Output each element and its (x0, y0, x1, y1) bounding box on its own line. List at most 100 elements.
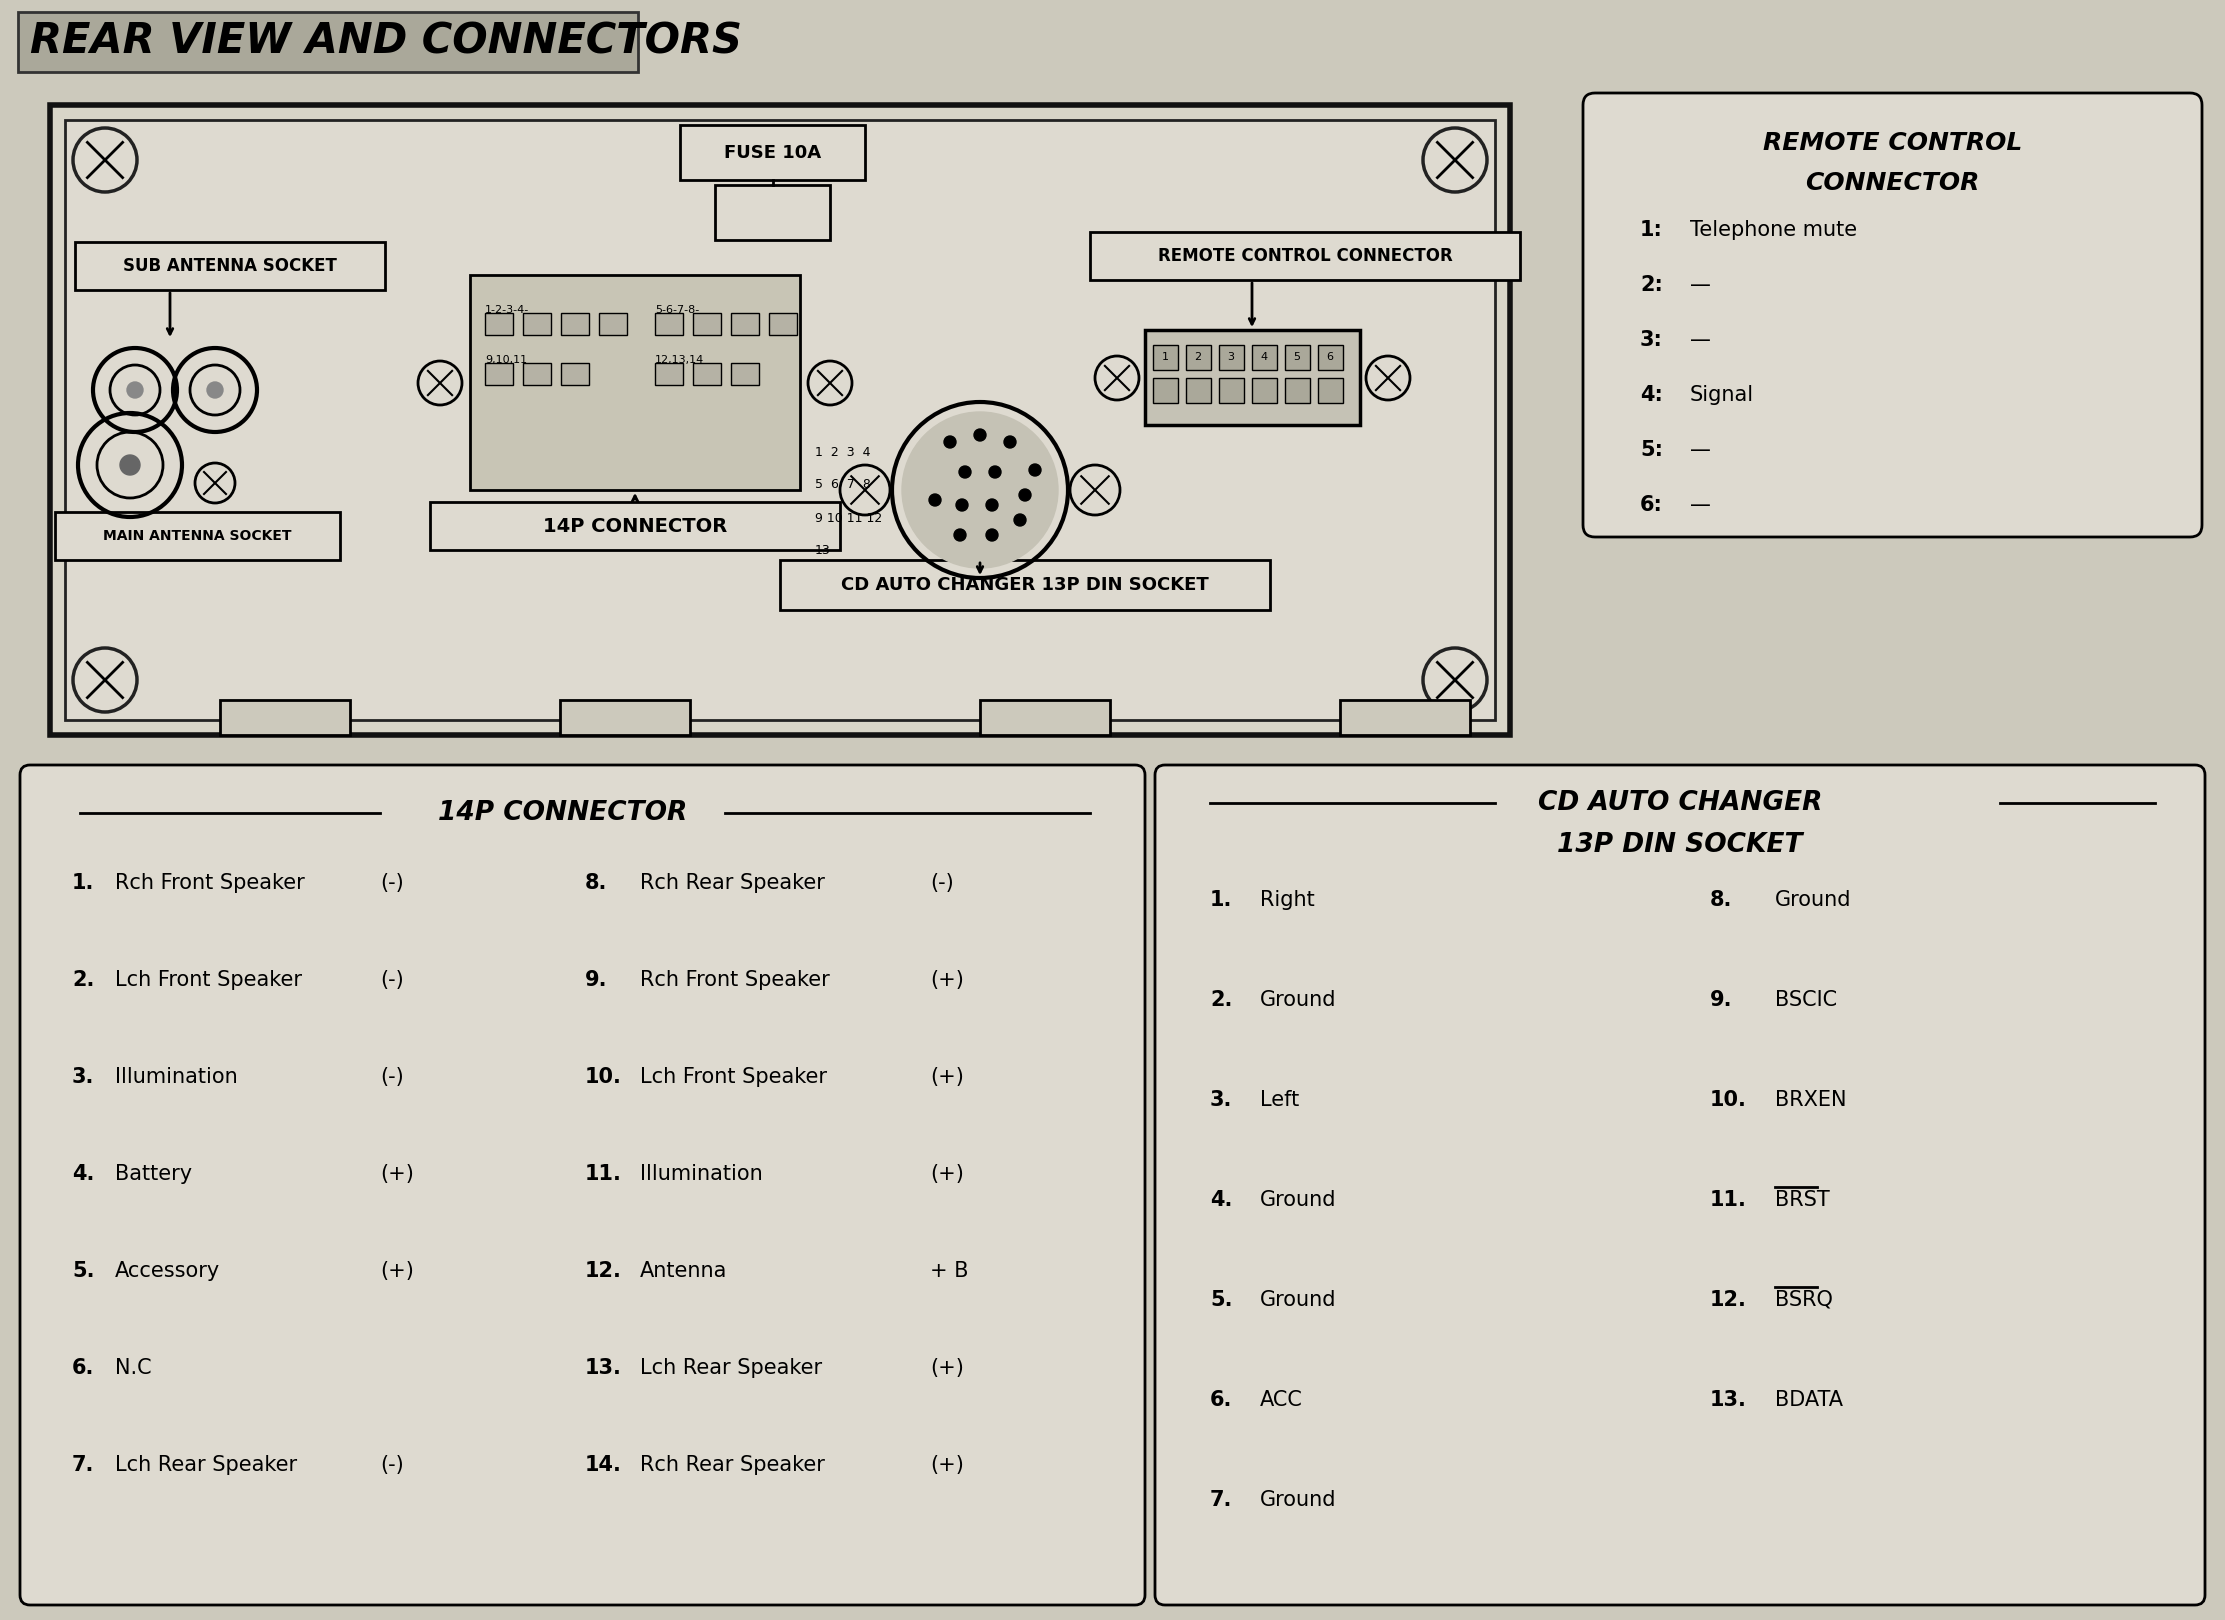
Text: —: — (1691, 496, 1711, 515)
Text: Lch Front Speaker: Lch Front Speaker (116, 970, 303, 990)
Text: 5.: 5. (71, 1260, 93, 1281)
Text: (+): (+) (930, 970, 963, 990)
Text: 6:: 6: (1640, 496, 1662, 515)
Bar (692, 313, 721, 335)
Text: 5:: 5: (1640, 441, 1662, 460)
Text: N.C: N.C (116, 1358, 151, 1379)
Circle shape (959, 467, 970, 478)
Circle shape (943, 436, 957, 449)
Text: 1:: 1: (1640, 220, 1662, 240)
Text: 12.: 12. (1711, 1290, 1747, 1311)
Bar (1090, 232, 1520, 280)
Text: MAIN ANTENNA SOCKET: MAIN ANTENNA SOCKET (102, 530, 291, 543)
Text: 5-6-7-8-: 5-6-7-8- (654, 305, 699, 314)
Text: BSCIC: BSCIC (1776, 990, 1838, 1009)
Bar (56, 512, 340, 561)
Circle shape (975, 429, 986, 441)
FancyBboxPatch shape (18, 11, 639, 71)
Text: 3.: 3. (71, 1068, 93, 1087)
Text: (+): (+) (380, 1260, 414, 1281)
Bar (770, 313, 797, 335)
Text: 4.: 4. (1210, 1191, 1233, 1210)
Text: Battery: Battery (116, 1165, 191, 1184)
Text: (-): (-) (930, 873, 955, 893)
Text: Ground: Ground (1259, 1191, 1337, 1210)
Bar (1153, 377, 1177, 403)
Text: FUSE 10A: FUSE 10A (723, 144, 821, 162)
Circle shape (986, 530, 999, 541)
Text: 9,10,11: 9,10,11 (485, 355, 527, 364)
Circle shape (901, 411, 1059, 569)
Bar (429, 502, 841, 551)
Text: 14P CONNECTOR: 14P CONNECTOR (438, 800, 688, 826)
Text: 5: 5 (1293, 352, 1299, 361)
Text: BRST: BRST (1776, 1191, 1829, 1210)
Text: (+): (+) (930, 1455, 963, 1474)
Text: 14P CONNECTOR: 14P CONNECTOR (543, 517, 728, 536)
Text: Lch Rear Speaker: Lch Rear Speaker (641, 1358, 821, 1379)
Text: Ground: Ground (1259, 1490, 1337, 1510)
Text: 8.: 8. (1711, 889, 1733, 910)
Bar (76, 241, 385, 290)
Bar (654, 313, 683, 335)
Text: (-): (-) (380, 970, 403, 990)
Text: Illumination: Illumination (116, 1068, 238, 1087)
Bar (692, 363, 721, 386)
Text: Telephone mute: Telephone mute (1691, 220, 1858, 240)
Text: Lch Rear Speaker: Lch Rear Speaker (116, 1455, 298, 1474)
Bar (654, 363, 683, 386)
Text: 1.: 1. (71, 873, 93, 893)
Bar (681, 125, 866, 180)
Text: Ground: Ground (1259, 990, 1337, 1009)
Text: 2: 2 (1195, 352, 1202, 361)
Text: (-): (-) (380, 1068, 403, 1087)
FancyBboxPatch shape (20, 765, 1146, 1605)
Bar (561, 363, 590, 386)
Bar (561, 700, 690, 735)
Bar (1153, 345, 1177, 369)
Text: 7.: 7. (71, 1455, 93, 1474)
Bar (1186, 345, 1210, 369)
Text: Left: Left (1259, 1090, 1299, 1110)
Bar (1286, 345, 1311, 369)
Bar (732, 313, 759, 335)
Text: Rch Rear Speaker: Rch Rear Speaker (641, 1455, 825, 1474)
Text: 14.: 14. (585, 1455, 621, 1474)
Bar (485, 363, 514, 386)
Text: 1  2  3  4: 1 2 3 4 (814, 446, 870, 458)
Bar (1339, 700, 1471, 735)
Circle shape (986, 499, 999, 510)
Text: (+): (+) (930, 1068, 963, 1087)
Text: Signal: Signal (1691, 386, 1753, 405)
Text: Rch Rear Speaker: Rch Rear Speaker (641, 873, 825, 893)
Text: 1-2-3-4-: 1-2-3-4- (485, 305, 530, 314)
Text: (-): (-) (380, 1455, 403, 1474)
Circle shape (1015, 514, 1026, 526)
Text: Ground: Ground (1776, 889, 1851, 910)
Text: 5  6  7  8: 5 6 7 8 (814, 478, 870, 491)
Bar (1286, 377, 1311, 403)
Text: Antenna: Antenna (641, 1260, 728, 1281)
Text: (+): (+) (930, 1358, 963, 1379)
Text: 13.: 13. (585, 1358, 621, 1379)
Bar (523, 313, 552, 335)
Text: —: — (1691, 275, 1711, 295)
Text: 9.: 9. (585, 970, 607, 990)
Text: 9.: 9. (1711, 990, 1733, 1009)
Text: Right: Right (1259, 889, 1315, 910)
Circle shape (127, 382, 142, 399)
Text: 8.: 8. (585, 873, 607, 893)
Text: (+): (+) (380, 1165, 414, 1184)
Circle shape (957, 499, 968, 510)
Bar (714, 185, 830, 240)
Circle shape (1003, 436, 1017, 449)
Text: 3.: 3. (1210, 1090, 1233, 1110)
Text: CONNECTOR: CONNECTOR (1804, 172, 1980, 194)
Bar (65, 120, 1495, 719)
Text: BRXEN: BRXEN (1776, 1090, 1847, 1110)
Circle shape (207, 382, 223, 399)
Bar (485, 313, 514, 335)
Text: ACC: ACC (1259, 1390, 1304, 1409)
Text: 3:: 3: (1640, 330, 1662, 350)
Text: 4: 4 (1259, 352, 1268, 361)
